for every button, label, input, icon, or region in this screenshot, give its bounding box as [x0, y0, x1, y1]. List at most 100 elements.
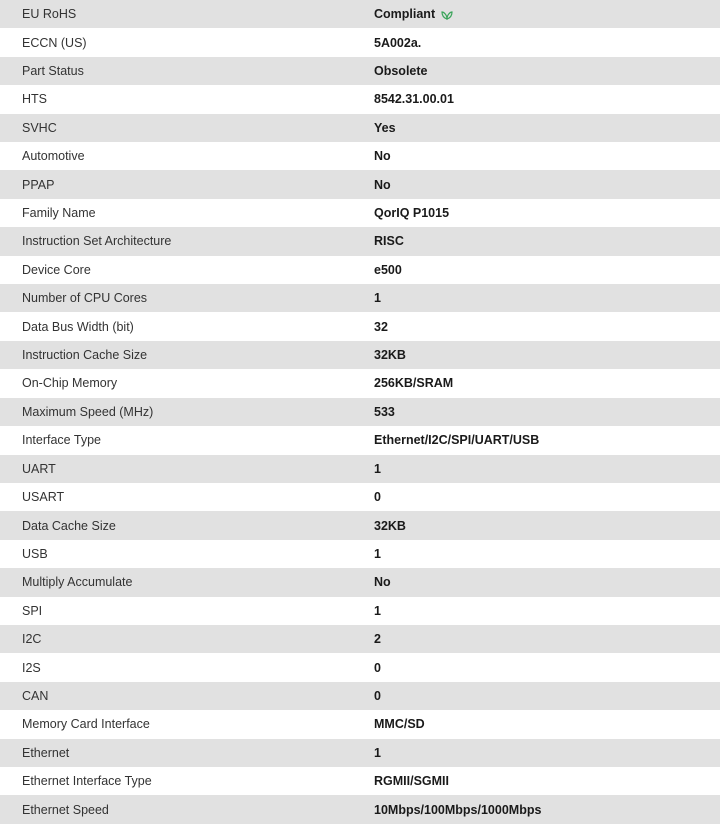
row-value: Obsolete [374, 64, 428, 79]
row-value-cell: 1 [374, 746, 381, 760]
row-value-cell: 32 [374, 320, 388, 334]
table-row: Instruction Cache Size 32KB [0, 340, 720, 370]
row-value-cell: e500 [374, 263, 402, 277]
row-value-cell: Obsolete [374, 64, 428, 78]
table-row: Number of CPU Cores 1 [0, 284, 720, 313]
row-value: Ethernet/I2C/SPI/UART/USB [374, 433, 540, 448]
row-value: RGMII/SGMII [374, 774, 449, 789]
row-value: 256KB/SRAM [374, 376, 454, 391]
table-row: USB 1 [0, 539, 720, 569]
row-value: Yes [374, 120, 396, 135]
table-row: Ethernet Speed 10Mbps/100Mbps/1000Mbps [0, 795, 720, 824]
row-label: UART [22, 461, 56, 476]
row-value: No [374, 149, 391, 164]
table-row: CAN 0 [0, 681, 720, 711]
row-value-cell: 32KB [374, 348, 406, 362]
row-value: 1 [374, 603, 381, 618]
table-row: Interface Type Ethernet/I2C/SPI/UART/USB [0, 426, 720, 455]
row-label: HTS [22, 92, 47, 107]
table-row: Automotive No [0, 142, 720, 171]
row-value-cell: Yes [374, 121, 396, 135]
row-label: Ethernet Speed [22, 802, 109, 817]
row-value-cell: 5A002a. [374, 36, 421, 50]
table-row: UART 1 [0, 454, 720, 483]
row-value: 1 [374, 461, 381, 476]
row-value: 1 [374, 291, 381, 306]
table-row: I2C 2 [0, 624, 720, 654]
row-value-cell: 0 [374, 490, 381, 504]
row-label: Maximum Speed (MHz) [22, 404, 154, 419]
row-label: Ethernet Interface Type [22, 774, 152, 789]
row-value-cell: 2 [374, 632, 381, 646]
row-label: USB [22, 546, 48, 561]
row-value-cell: MMC/SD [374, 717, 425, 731]
row-label: On-Chip Memory [22, 376, 118, 391]
table-row: Memory Card Interface MMC/SD [0, 710, 720, 739]
table-row: ECCN (US) 5A002a. [0, 28, 720, 57]
row-value-cell: Compliant [374, 7, 453, 21]
row-value: No [374, 575, 391, 590]
row-label: Family Name [22, 206, 96, 221]
row-value-cell: 256KB/SRAM [374, 376, 453, 390]
table-row: Data Cache Size 32KB [0, 511, 720, 540]
table-row: I2S 0 [0, 653, 720, 682]
row-value: 0 [374, 688, 381, 703]
row-value: Compliant [374, 7, 436, 22]
row-label: Automotive [22, 149, 85, 164]
row-label: USART [22, 490, 65, 505]
row-value-cell: 1 [374, 291, 381, 305]
row-label: Device Core [22, 262, 91, 277]
table-row: Part Status Obsolete [0, 56, 720, 86]
row-value: 0 [374, 490, 381, 505]
table-row: USART 0 [0, 482, 720, 512]
row-value: No [374, 177, 391, 192]
table-row: SVHC Yes [0, 113, 720, 143]
table-row: Instruction Set Architecture RISC [0, 227, 720, 256]
row-value-cell: Ethernet/I2C/SPI/UART/USB [374, 433, 539, 447]
row-label: I2C [22, 632, 42, 647]
row-value: QorIQ P1015 [374, 206, 450, 221]
row-label: I2S [22, 660, 41, 675]
row-value: 533 [374, 404, 395, 419]
row-value: 32KB [374, 518, 406, 533]
row-value-cell: No [374, 575, 391, 589]
row-label: Memory Card Interface [22, 717, 150, 732]
table-row: On-Chip Memory 256KB/SRAM [0, 369, 720, 398]
row-label: Instruction Set Architecture [22, 234, 172, 249]
row-label: ECCN (US) [22, 35, 87, 50]
table-row: Family Name QorIQ P1015 [0, 198, 720, 228]
table-row: Ethernet 1 [0, 738, 720, 767]
row-label: Part Status [22, 64, 84, 79]
row-value: 32KB [374, 348, 406, 363]
row-value-cell: 10Mbps/100Mbps/1000Mbps [374, 803, 541, 817]
row-value: e500 [374, 262, 402, 277]
row-label: Data Cache Size [22, 518, 116, 533]
table-row: Multiply Accumulate No [0, 568, 720, 597]
row-value-cell: 0 [374, 689, 381, 703]
row-value: 2 [374, 632, 381, 647]
row-value-cell: No [374, 178, 391, 192]
row-value: MMC/SD [374, 717, 425, 732]
row-value-cell: RISC [374, 234, 404, 248]
row-value: 1 [374, 745, 381, 760]
row-label: Number of CPU Cores [22, 291, 148, 306]
row-value-cell: 1 [374, 547, 381, 561]
row-value: 10Mbps/100Mbps/1000Mbps [374, 802, 542, 817]
row-label: Ethernet [22, 745, 70, 760]
row-value-cell: QorIQ P1015 [374, 206, 449, 220]
table-row: Data Bus Width (bit) 32 [0, 312, 720, 341]
row-label: SPI [22, 603, 43, 618]
row-value-cell: RGMII/SGMII [374, 774, 449, 788]
row-value-cell: 533 [374, 405, 395, 419]
row-label: Interface Type [22, 433, 101, 448]
row-value: 8542.31.00.01 [374, 92, 454, 107]
table-row: HTS 8542.31.00.01 [0, 85, 720, 114]
row-value-cell: 1 [374, 604, 381, 618]
row-label: CAN [22, 688, 49, 703]
row-value: 0 [374, 660, 381, 675]
table-row: Ethernet Interface Type RGMII/SGMII [0, 766, 720, 796]
leaf-icon [441, 9, 453, 21]
row-value: 1 [374, 546, 381, 561]
table-row: EU RoHS Compliant [0, 0, 720, 29]
